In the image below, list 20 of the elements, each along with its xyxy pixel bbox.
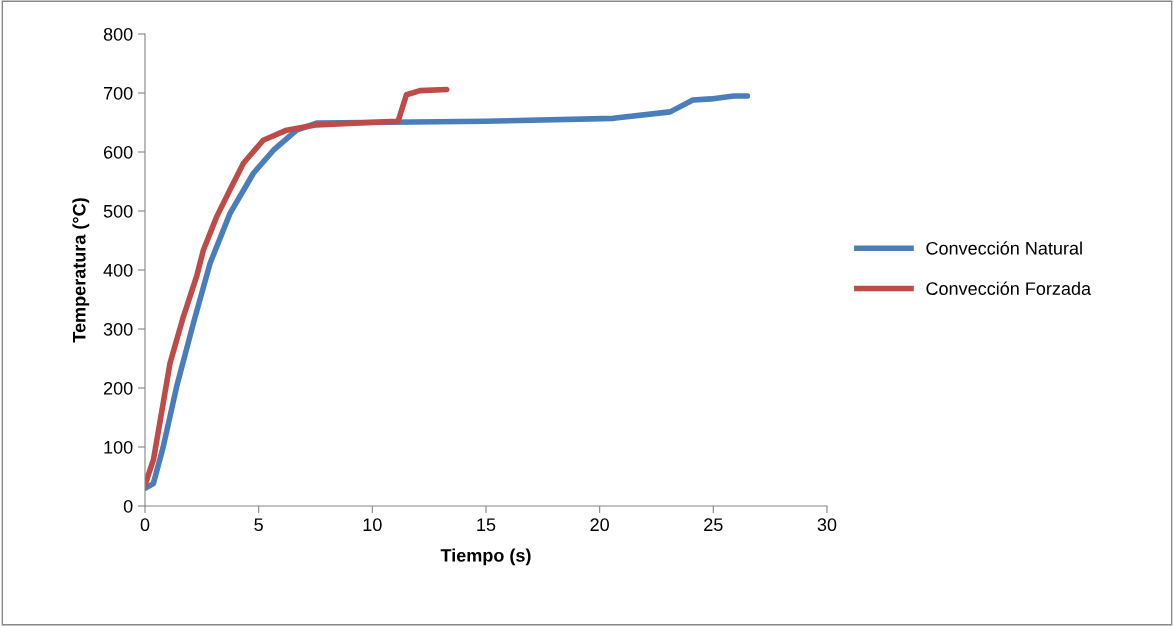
x-tick-label: 0 bbox=[140, 518, 150, 532]
y-tick-label: 100 bbox=[104, 440, 133, 454]
y-tick-label: 800 bbox=[103, 27, 133, 41]
x-tick-label: 20 bbox=[590, 518, 609, 532]
x-tick-label: 25 bbox=[704, 518, 723, 532]
y-tick-label: 700 bbox=[103, 86, 133, 100]
y-tick-label: 400 bbox=[103, 263, 133, 277]
y-tick-label: 0 bbox=[123, 499, 133, 513]
y-tick-label: 300 bbox=[103, 322, 133, 336]
x-tick-label: 5 bbox=[254, 518, 263, 532]
x-tick-label: 15 bbox=[477, 518, 496, 532]
x-axis-title: Tiempo (s) bbox=[440, 548, 531, 566]
x-tick-label: 10 bbox=[363, 518, 382, 532]
legend-label: Convección Forzada bbox=[926, 281, 1092, 295]
y-tick-label: 600 bbox=[103, 145, 133, 159]
legend-label: Convección Natural bbox=[926, 241, 1082, 255]
y-tick-label: 200 bbox=[103, 381, 133, 395]
x-tick-label: 30 bbox=[817, 518, 837, 532]
y-tick-label: 500 bbox=[103, 204, 133, 218]
y-axis-title: Temperatura (°C) bbox=[72, 198, 90, 343]
